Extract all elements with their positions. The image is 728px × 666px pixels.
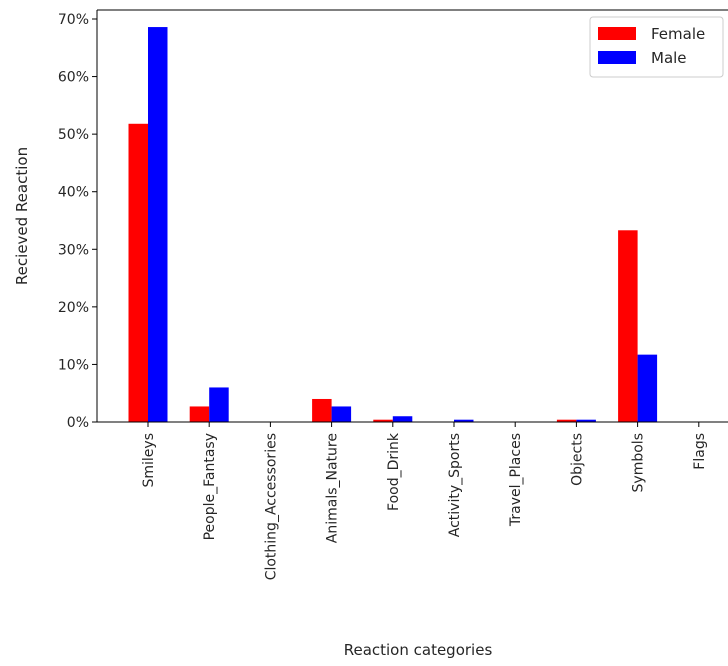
legend-label-female: Female [651,25,705,43]
bars-group [128,27,658,423]
bar-male-people-fantasy [209,387,229,422]
bar-male-symbols [637,354,658,422]
y-tick-label: 10% [58,357,89,373]
y-tick-label: 50% [58,127,89,143]
y-tick-label: 40% [58,185,89,201]
bar-male-activity-sports [454,419,474,422]
x-tick-label-flags: Flags [692,433,708,470]
legend: Female Male [589,16,724,78]
y-axis-ticks: 0% 10% 20% 30% 40% 50% 60% 70% [58,12,97,431]
x-tick-label-objects: Objects [569,433,585,486]
bar-female-food-drink [373,419,393,422]
x-axis-ticks: Smileys People_Fantasy Clothing_Accessorie… [141,422,708,580]
legend-swatch-male [598,51,636,64]
y-tick-label: 60% [58,70,89,86]
legend-label-male: Male [651,49,687,67]
legend-swatch-female [598,27,636,40]
x-tick-label-symbols: Symbols [631,433,647,492]
y-tick-label: 30% [58,242,89,258]
y-tick-label: 70% [58,12,89,28]
bar-male-objects [576,419,596,422]
bar-male-smileys [148,27,168,423]
x-tick-label-food-drink: Food_Drink [386,432,402,511]
x-axis-label: Reaction categories [344,641,493,659]
x-tick-label-clothing-accessories: Clothing_Accessories [263,433,279,580]
bar-female-animals-nature [312,398,332,422]
x-tick-label-animals-nature: Animals_Nature [325,433,341,543]
x-tick-label-smileys: Smileys [141,433,157,488]
bar-female-symbols [618,230,638,422]
y-tick-label: 20% [58,300,89,316]
y-axis-label: Recieved Reaction [13,147,31,285]
bar-male-animals-nature [331,406,352,422]
y-tick-label: 0% [67,415,89,431]
x-tick-label-travel-places: Travel_Places [508,433,524,527]
x-tick-label-people-fantasy: People_Fantasy [202,433,218,540]
bar-female-smileys [128,123,148,422]
bar-male-food-drink [392,416,413,422]
x-tick-label-activity-sports: Activity_Sports [447,433,463,537]
bar-female-people-fantasy [189,406,210,422]
bar-female-objects [556,419,577,422]
